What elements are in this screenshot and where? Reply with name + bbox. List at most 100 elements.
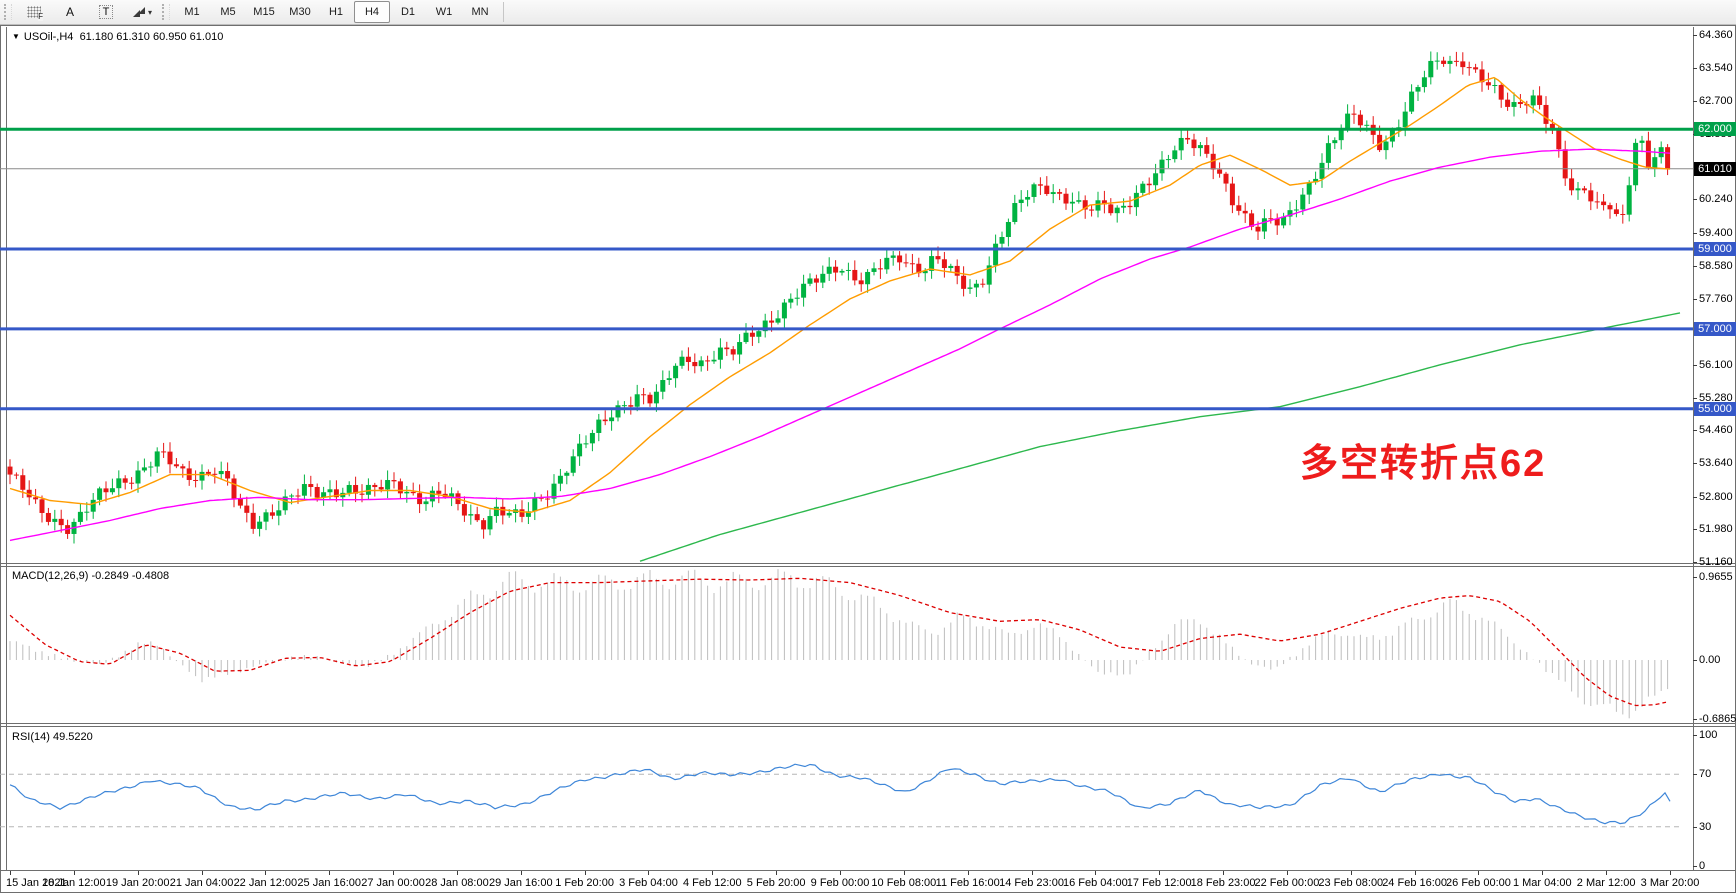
rsi-tick-label: 30 (1699, 820, 1712, 833)
candle (609, 417, 615, 422)
candle (999, 237, 1005, 244)
rsi-pane[interactable] (0, 727, 1693, 869)
candle (1511, 102, 1517, 107)
price-axis-border (1693, 27, 1694, 871)
axis-tick (1693, 101, 1697, 103)
toolbar-drag-handle[interactable] (4, 4, 12, 20)
candle (762, 320, 768, 332)
axis-tick (1693, 660, 1697, 661)
candle (161, 451, 167, 453)
candle (1601, 201, 1607, 206)
toolbar-separator (503, 2, 504, 22)
time-tick (1223, 871, 1225, 875)
candle (615, 405, 621, 418)
candle (1473, 67, 1479, 70)
time-axis-label: 25 Jan 16:00 (297, 877, 362, 889)
candle (935, 256, 941, 260)
candle (525, 511, 531, 517)
timeframe-m5-button[interactable]: M5 (220, 6, 236, 18)
candle (1517, 102, 1523, 105)
candle (129, 482, 135, 484)
candle (666, 378, 672, 381)
macd-pane[interactable] (0, 567, 1693, 722)
candle (589, 432, 595, 444)
candle (596, 419, 602, 433)
candle (58, 518, 64, 526)
candle (1133, 192, 1139, 208)
candle (628, 405, 634, 407)
axis-tick (1693, 774, 1697, 776)
price-tick-label: 64.360 (1699, 29, 1733, 41)
candle (1345, 113, 1351, 131)
time-tick (1606, 871, 1608, 875)
rsi-line (9, 763, 1671, 825)
ohlc-values: 61.180 61.310 60.950 61.010 (79, 31, 224, 43)
main-chart-pane[interactable] (0, 27, 1693, 563)
candle (890, 255, 896, 258)
timeframe-h1-button[interactable]: H1 (328, 6, 344, 18)
pane-splitter[interactable] (1, 563, 1735, 564)
axis-tick (1693, 826, 1697, 828)
timeframe-mn-button[interactable]: MN (471, 6, 489, 18)
time-tick (1542, 871, 1544, 875)
timeframe-d1-button[interactable]: D1 (400, 6, 416, 18)
timeframe-m15-button[interactable]: M15 (253, 6, 275, 18)
candle (423, 501, 429, 505)
candle (916, 263, 922, 274)
pane-splitter[interactable] (1, 723, 1735, 724)
candle (141, 467, 147, 471)
pane-splitter[interactable] (1, 726, 1735, 727)
candle (1159, 159, 1165, 174)
candle (845, 269, 851, 271)
time-tick (967, 871, 969, 875)
candle (1185, 137, 1191, 140)
candle (1050, 192, 1056, 195)
candle (180, 466, 186, 469)
price-tick-label: 51.980 (1699, 523, 1733, 536)
candle (250, 512, 256, 529)
candle (1236, 205, 1242, 211)
candle (429, 490, 435, 502)
price-tick-label: 59.400 (1699, 227, 1733, 240)
time-axis-label: 3 Feb 04:00 (619, 877, 678, 889)
arrows-button[interactable]: ▾ (124, 1, 160, 23)
candle (897, 255, 903, 263)
candle (1274, 218, 1280, 226)
price-badge-57.000: 57.000 (1694, 321, 1736, 336)
candle (1127, 205, 1133, 208)
candle (1466, 67, 1472, 69)
candle (1479, 69, 1485, 83)
candle (685, 356, 691, 363)
time-tick (1031, 871, 1033, 875)
macd-tick-label: 0.9655 (1699, 570, 1733, 583)
candle (295, 495, 301, 497)
candle (225, 471, 231, 479)
candle (154, 451, 160, 467)
candle (327, 489, 333, 493)
candle (1409, 91, 1415, 112)
time-tick (265, 871, 267, 875)
timeframe-m30-button[interactable]: M30 (289, 6, 311, 18)
candle (1607, 205, 1613, 210)
candle (948, 265, 954, 269)
symbol-period: USOil-,H4 (23, 31, 74, 43)
symbol-dropdown-icon[interactable]: ▼ (12, 32, 20, 41)
toolbar-drag-handle[interactable] (162, 4, 170, 20)
timeframe-h4-button[interactable]: H4 (354, 1, 390, 23)
candle (1319, 162, 1325, 179)
candle (743, 332, 749, 343)
candle (1114, 207, 1120, 214)
timeframe-m1-button[interactable]: M1 (184, 6, 200, 18)
axis-tick (1693, 529, 1697, 531)
text-t-button[interactable]: T (88, 1, 124, 23)
pane-splitter[interactable] (1, 566, 1735, 567)
timeframe-w1-button[interactable]: W1 (435, 6, 453, 18)
candle (1191, 139, 1197, 149)
price-tick-label: 54.460 (1699, 424, 1733, 437)
font-a-button[interactable]: A (52, 1, 88, 23)
candle (532, 497, 538, 512)
grid-f-button[interactable]: F (16, 1, 52, 23)
toolbar-icon-group: F A T ▾ (16, 1, 160, 23)
time-axis-label: 4 Feb 12:00 (682, 877, 742, 889)
candle (756, 331, 762, 337)
